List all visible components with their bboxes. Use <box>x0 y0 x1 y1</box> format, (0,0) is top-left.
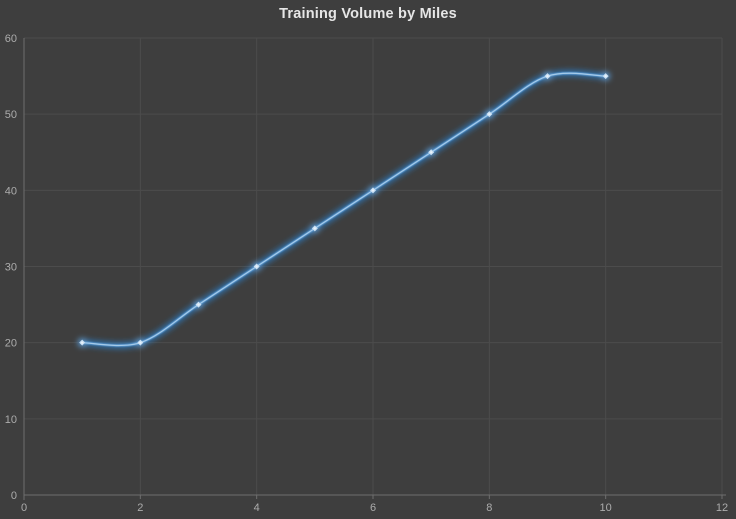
x-tick-label: 2 <box>137 502 143 514</box>
y-tick-label: 60 <box>5 33 17 45</box>
x-tick-label: 4 <box>254 502 260 514</box>
axes <box>23 38 726 500</box>
x-tick-label: 0 <box>21 502 27 514</box>
chart-title: Training Volume by Miles <box>279 6 457 22</box>
y-tick-label: 10 <box>5 414 17 426</box>
y-tick-label: 0 <box>11 490 17 502</box>
gridlines <box>24 37 723 495</box>
x-tick-label: 8 <box>486 502 492 514</box>
y-tick-label: 40 <box>5 185 17 197</box>
x-tick-label: 10 <box>600 502 612 514</box>
series-line <box>82 71 606 347</box>
y-tick-label: 50 <box>5 109 17 121</box>
x-tick-label: 6 <box>370 502 376 514</box>
data-point-markers <box>79 73 609 346</box>
y-tick-label: 20 <box>5 338 17 350</box>
y-tick-label: 30 <box>5 262 17 274</box>
x-tick-label: 12 <box>716 502 728 514</box>
tick-labels: 0 10 20 30 40 50 60 0 2 4 6 8 10 12 <box>5 33 728 514</box>
